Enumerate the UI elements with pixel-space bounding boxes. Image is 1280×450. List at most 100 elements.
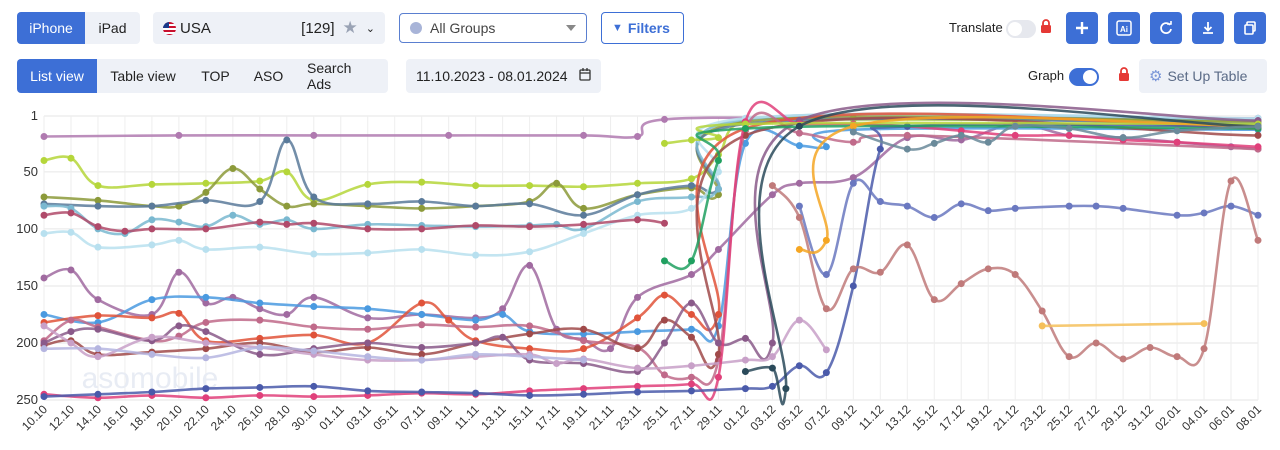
- series-point[interactable]: [553, 179, 561, 187]
- series-point[interactable]: [714, 310, 722, 318]
- series-point[interactable]: [1173, 353, 1181, 361]
- series-point[interactable]: [283, 220, 291, 228]
- series-point[interactable]: [849, 122, 857, 130]
- series-point[interactable]: [1200, 345, 1208, 353]
- series-point[interactable]: [40, 202, 48, 210]
- series-point[interactable]: [40, 211, 48, 219]
- series-point[interactable]: [687, 387, 695, 395]
- series-point[interactable]: [1254, 236, 1262, 244]
- series-point[interactable]: [310, 225, 318, 233]
- series-line[interactable]: [40, 112, 1262, 353]
- series-point[interactable]: [849, 265, 857, 273]
- series-point[interactable]: [175, 236, 183, 244]
- series-point[interactable]: [283, 310, 291, 318]
- series-point[interactable]: [310, 193, 318, 201]
- series-point[interactable]: [472, 251, 480, 259]
- series-point[interactable]: [634, 388, 642, 396]
- series-point[interactable]: [1254, 211, 1262, 219]
- series-point[interactable]: [418, 225, 426, 233]
- tab-iphone[interactable]: iPhone: [17, 12, 85, 44]
- series-point[interactable]: [40, 310, 48, 318]
- series-point[interactable]: [741, 385, 749, 393]
- series-point[interactable]: [40, 322, 48, 330]
- series-point[interactable]: [256, 316, 264, 324]
- series-point[interactable]: [202, 318, 210, 326]
- series-point[interactable]: [903, 241, 911, 249]
- series-point[interactable]: [310, 302, 318, 310]
- series-point[interactable]: [660, 316, 668, 324]
- series-point[interactable]: [822, 369, 830, 377]
- filters-button[interactable]: ▼ Filters: [601, 12, 684, 44]
- series-point[interactable]: [687, 325, 695, 333]
- series-point[interactable]: [1119, 355, 1127, 363]
- series-point[interactable]: [499, 333, 507, 341]
- series-point[interactable]: [94, 325, 102, 333]
- series-point[interactable]: [634, 328, 642, 336]
- series-point[interactable]: [849, 138, 857, 146]
- series-point[interactable]: [499, 310, 507, 318]
- series-point[interactable]: [94, 390, 102, 398]
- series-line[interactable]: [40, 120, 1262, 353]
- series-point[interactable]: [687, 175, 695, 183]
- series-line[interactable]: [40, 112, 1262, 237]
- series-point[interactable]: [40, 193, 48, 201]
- series-point[interactable]: [687, 204, 695, 212]
- series-point[interactable]: [67, 316, 75, 324]
- series-point[interactable]: [256, 350, 264, 358]
- series-point[interactable]: [580, 325, 588, 333]
- series-point[interactable]: [634, 364, 642, 372]
- series-point[interactable]: [256, 218, 264, 226]
- series-point[interactable]: [741, 334, 749, 342]
- series-point[interactable]: [256, 177, 264, 185]
- series-point[interactable]: [580, 211, 588, 219]
- series-point[interactable]: [418, 299, 426, 307]
- series-point[interactable]: [687, 271, 695, 279]
- series-point[interactable]: [1011, 271, 1019, 279]
- series-point[interactable]: [660, 339, 668, 347]
- series-point[interactable]: [687, 362, 695, 370]
- series-point[interactable]: [256, 305, 264, 313]
- refresh-icon[interactable]: [1150, 12, 1182, 44]
- series-point[interactable]: [1200, 209, 1208, 217]
- series-point[interactable]: [202, 299, 210, 307]
- series-point[interactable]: [741, 367, 749, 375]
- series-point[interactable]: [40, 339, 48, 347]
- series-point[interactable]: [256, 198, 264, 206]
- series-point[interactable]: [202, 385, 210, 393]
- series-point[interactable]: [175, 131, 183, 139]
- series-line[interactable]: [1038, 320, 1208, 330]
- series-point[interactable]: [526, 391, 534, 399]
- series-point[interactable]: [660, 257, 668, 265]
- series-point[interactable]: [876, 145, 884, 153]
- series-point[interactable]: [283, 202, 291, 210]
- series-point[interactable]: [849, 179, 857, 187]
- series-point[interactable]: [445, 131, 453, 139]
- series-point[interactable]: [526, 261, 534, 269]
- series-point[interactable]: [310, 219, 318, 227]
- series-point[interactable]: [472, 350, 480, 358]
- series-point[interactable]: [822, 346, 830, 354]
- series-point[interactable]: [472, 316, 480, 324]
- series-point[interactable]: [94, 182, 102, 190]
- series-point[interactable]: [795, 316, 803, 324]
- series-point[interactable]: [822, 305, 830, 313]
- series-point[interactable]: [580, 390, 588, 398]
- series-point[interactable]: [580, 204, 588, 212]
- series-point[interactable]: [94, 345, 102, 353]
- series-point[interactable]: [418, 178, 426, 186]
- series-point[interactable]: [687, 380, 695, 388]
- series-point[interactable]: [876, 198, 884, 206]
- series-point[interactable]: [40, 393, 48, 401]
- series-point[interactable]: [634, 345, 642, 353]
- series-point[interactable]: [148, 216, 156, 224]
- series-point[interactable]: [634, 191, 642, 199]
- series-point[interactable]: [903, 131, 911, 139]
- series-point[interactable]: [1173, 127, 1181, 135]
- tab-table-view[interactable]: Table view: [110, 68, 176, 84]
- series-point[interactable]: [782, 385, 790, 393]
- groups-select[interactable]: All Groups: [399, 13, 587, 43]
- series-point[interactable]: [876, 268, 884, 276]
- series-point[interactable]: [256, 185, 264, 193]
- series-point[interactable]: [580, 345, 588, 353]
- series-point[interactable]: [364, 180, 372, 188]
